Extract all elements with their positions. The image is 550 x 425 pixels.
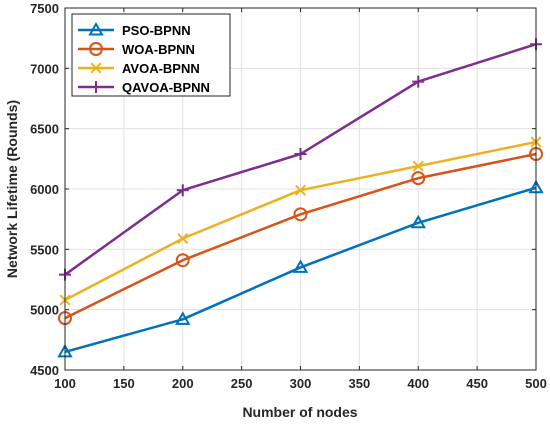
data-point (412, 160, 424, 172)
y-tick-label: 6000 (30, 182, 59, 197)
x-tick-label: 200 (172, 376, 194, 391)
data-point (176, 184, 189, 197)
legend-label: QAVOA-BPNN (122, 80, 210, 95)
series-layer (57, 38, 544, 358)
legend-marker (88, 21, 104, 36)
legend-entry: QAVOA-BPNN (78, 80, 210, 95)
data-point (292, 259, 309, 273)
data-point (294, 184, 307, 196)
legend: PSO-BPNN WOA-BPNN AVOA-BPNN QAVOA-BPNN (71, 13, 231, 97)
legend-label: PSO-BPNN (122, 23, 191, 38)
legend-entry: WOA-BPNN (78, 42, 195, 57)
y-tick-label: 6500 (30, 122, 59, 137)
x-tick-label: 450 (466, 376, 488, 391)
data-point (175, 311, 191, 325)
x-tick-label: 100 (54, 376, 76, 391)
y-tick-label: 5000 (30, 303, 59, 318)
y-axis-label: Network Lifetime (Rounds) (4, 100, 20, 278)
legend-label: WOA-BPNN (122, 42, 195, 57)
legend-marker (90, 81, 102, 93)
y-tick-label: 4500 (30, 363, 59, 378)
data-point (175, 253, 190, 268)
y-tick-labels: 4500 5000 5500 6000 6500 7000 7500 (30, 1, 59, 378)
legend-marker (90, 62, 102, 74)
legend-marker (89, 42, 103, 56)
x-axis-label: Number of nodes (242, 404, 357, 420)
x-tick-label: 300 (290, 376, 312, 391)
y-tick-label: 7000 (30, 61, 59, 76)
x-tick-label: 150 (113, 376, 135, 391)
series-qavoa-bpnn (59, 38, 542, 281)
series-line (64, 186, 537, 354)
series-avoa-bpnn (59, 136, 542, 306)
data-point (411, 171, 426, 186)
data-point (412, 75, 425, 88)
data-point (294, 148, 307, 161)
x-tick-labels: 100 150 200 250 300 350 400 450 500 (54, 376, 547, 391)
x-tick-label: 400 (407, 376, 429, 391)
series-line (64, 152, 537, 320)
data-point (293, 207, 308, 222)
data-point (410, 214, 426, 229)
x-tick-label: 350 (349, 376, 371, 391)
legend-entry: PSO-BPNN (78, 21, 191, 38)
legend-entry: AVOA-BPNN (78, 61, 200, 76)
x-tick-label: 250 (231, 376, 253, 391)
plot-frame (64, 7, 537, 371)
legend-label: AVOA-BPNN (122, 61, 200, 76)
y-tick-label: 5500 (30, 242, 59, 257)
data-point (177, 232, 189, 244)
y-tick-label: 7500 (30, 1, 59, 16)
x-tick-label: 500 (525, 376, 547, 391)
